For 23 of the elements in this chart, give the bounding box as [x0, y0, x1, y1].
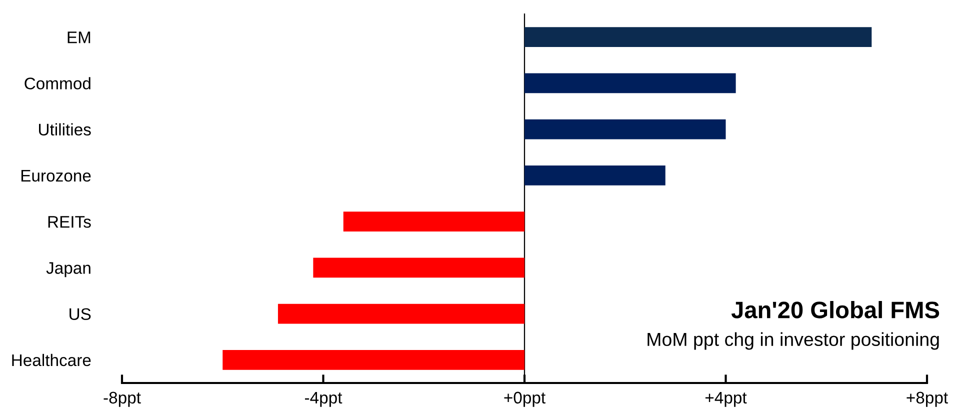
bar — [524, 119, 726, 140]
y-tick-label: Utilities — [39, 123, 91, 136]
x-tick-label: -4ppt — [304, 392, 342, 407]
y-tick-label: Japan — [46, 262, 90, 278]
y-tick-label: REITs — [48, 216, 91, 228]
x-tick-label: +4ppt — [705, 392, 747, 407]
y-tick-label: EM — [68, 32, 90, 44]
text: MoM ppt chg in investor positioning — [648, 332, 939, 350]
bar — [524, 27, 872, 47]
y-tick-label: US — [70, 308, 91, 320]
x-tick-label: -8ppt — [104, 392, 141, 407]
bar — [313, 258, 524, 278]
bar — [524, 166, 666, 186]
y-tick-label: Healthcare — [12, 354, 91, 366]
y-tick-label: Eurozone — [21, 170, 91, 182]
bar — [343, 212, 524, 232]
y-tick-label: Commod — [24, 77, 90, 90]
x-tick-label: +8ppt — [906, 392, 948, 407]
text: Jan'20 Global FMS — [731, 300, 940, 318]
bar — [222, 350, 524, 370]
bar — [278, 304, 524, 324]
bar — [524, 73, 736, 94]
x-tick-label: +0ppt — [504, 392, 546, 407]
